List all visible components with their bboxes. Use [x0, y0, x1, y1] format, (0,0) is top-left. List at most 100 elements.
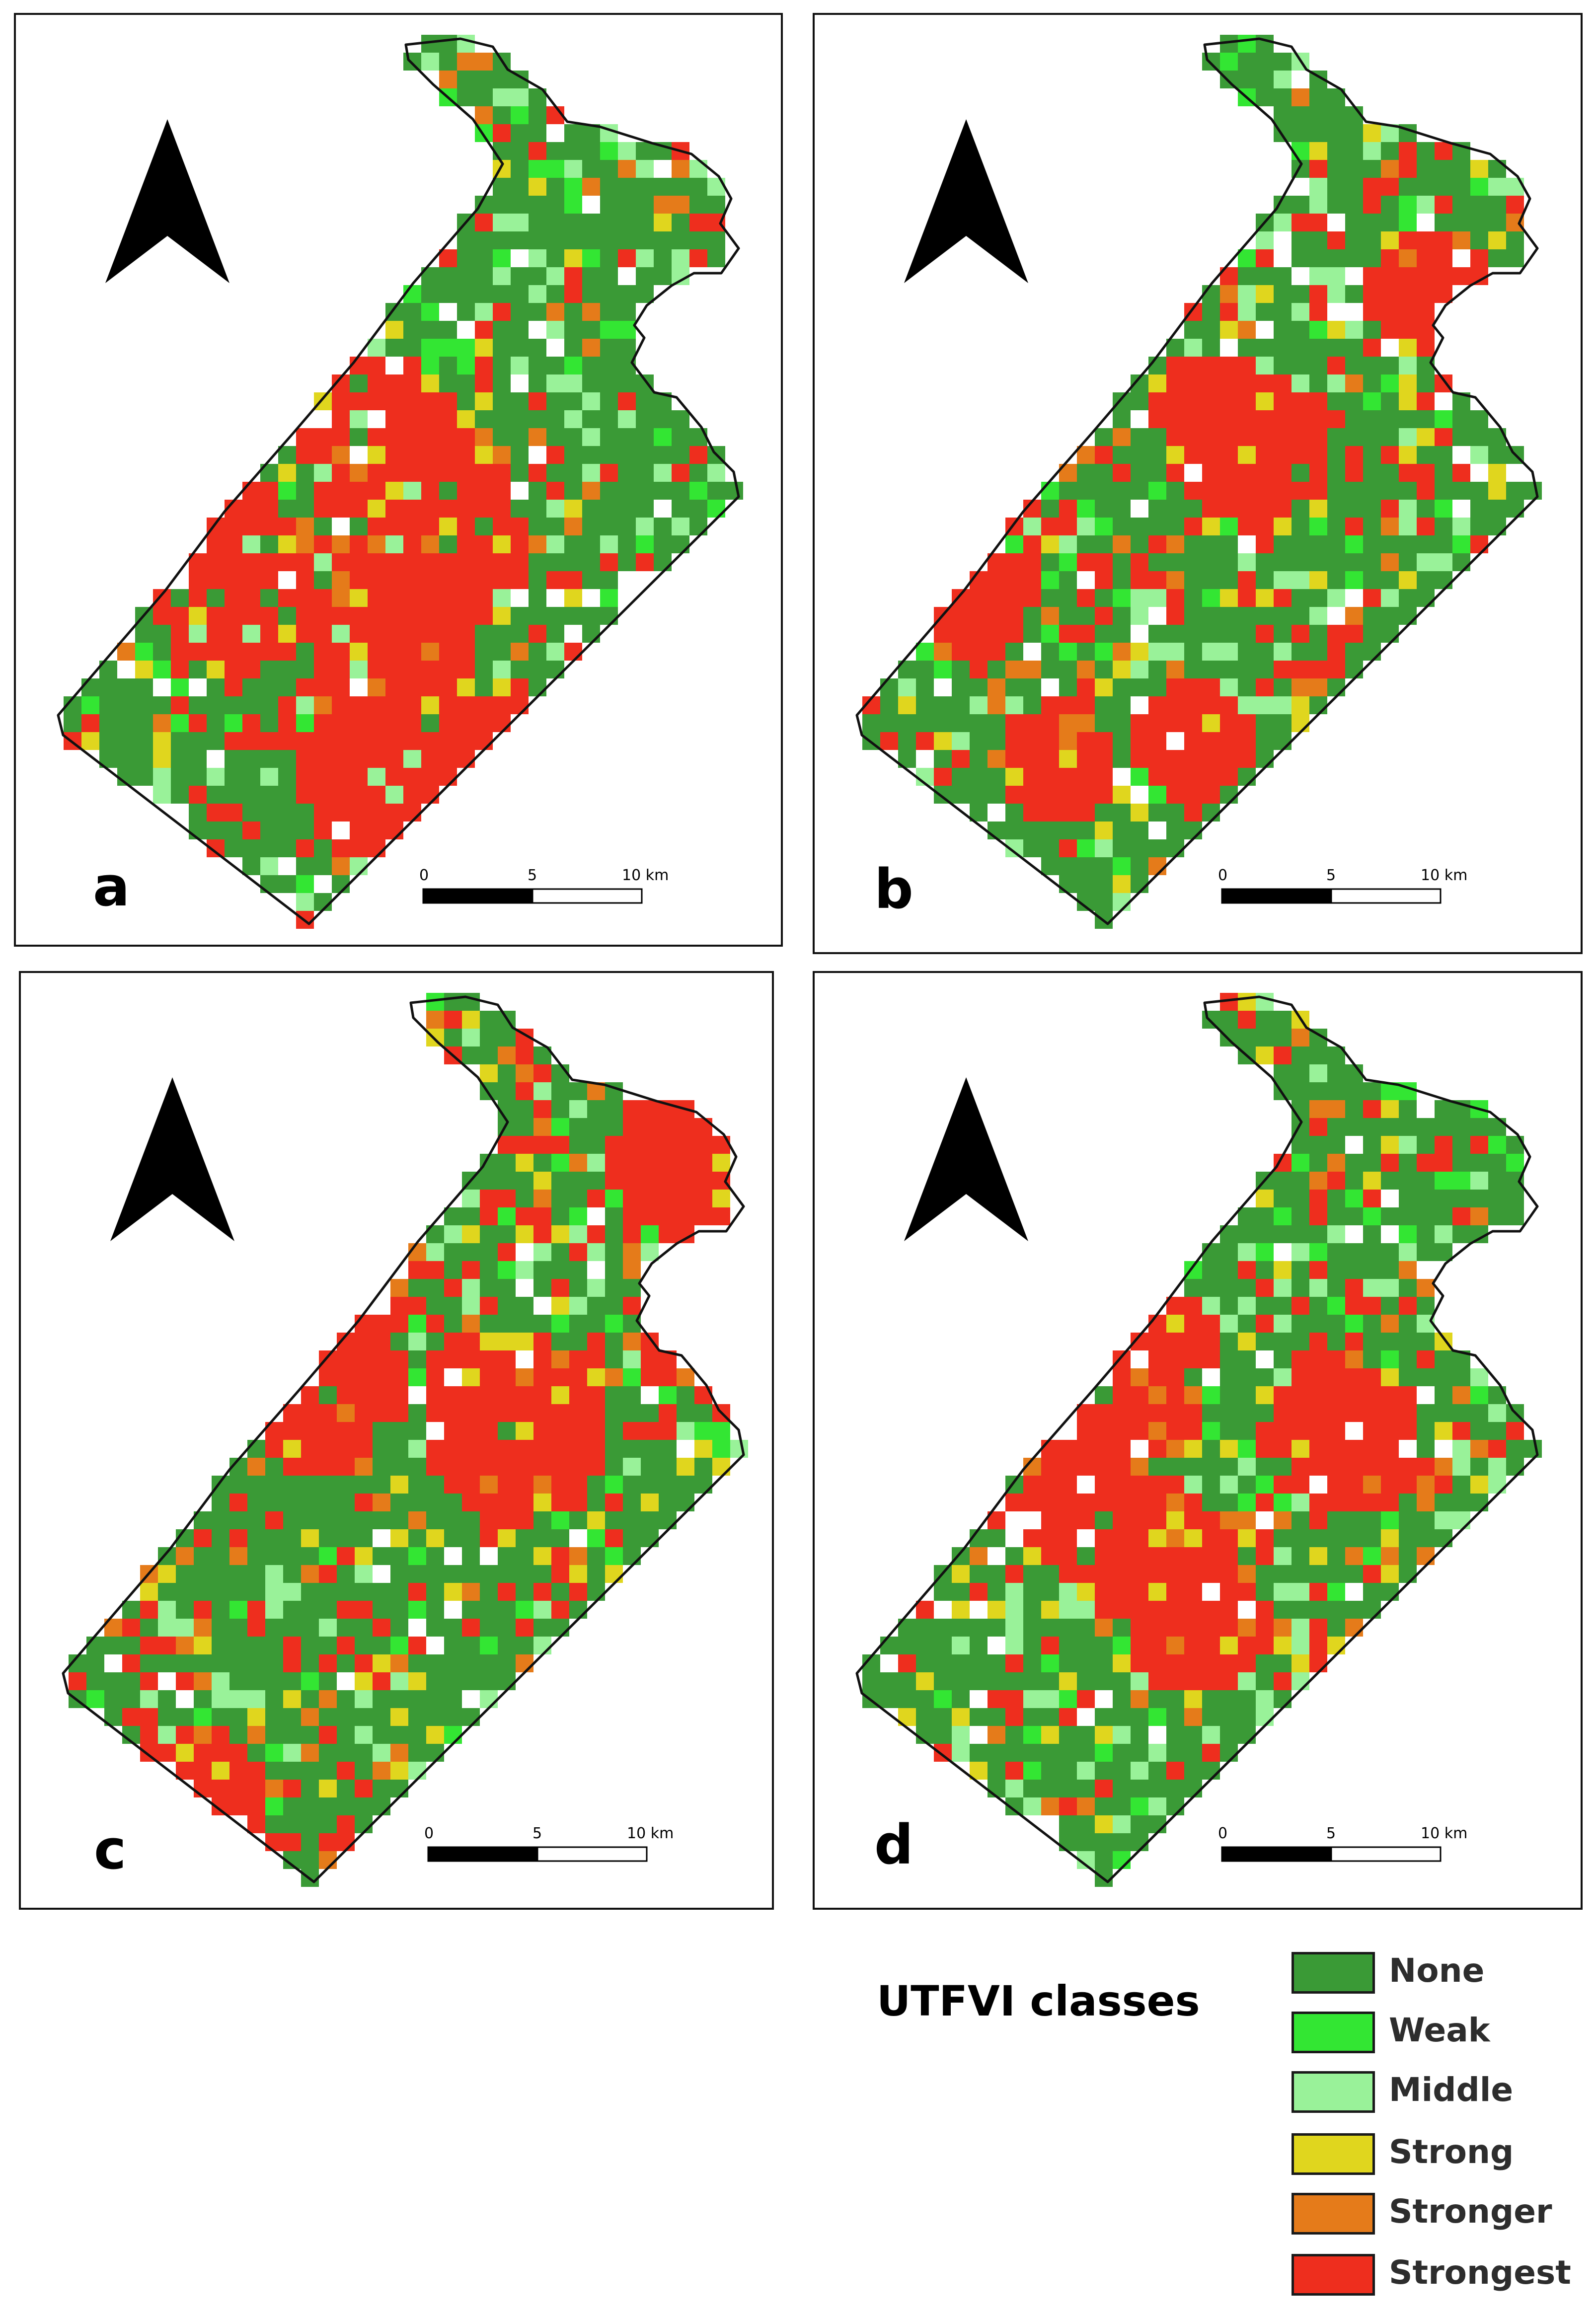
utfvi-cell — [337, 1601, 355, 1619]
utfvi-cell — [1148, 1386, 1166, 1404]
utfvi-cell — [569, 1243, 587, 1261]
utfvi-cell — [283, 1672, 301, 1690]
utfvi-cell — [265, 1672, 283, 1690]
utfvi-cell — [385, 589, 403, 607]
utfvi-cell — [1095, 589, 1113, 607]
utfvi-cell — [988, 1583, 1005, 1601]
utfvi-cell — [1220, 392, 1238, 410]
utfvi-cell — [1077, 1637, 1095, 1654]
utfvi-cell — [934, 661, 952, 678]
utfvi-cell — [1041, 1762, 1059, 1780]
utfvi-cell — [623, 1511, 641, 1529]
utfvi-cell — [1256, 1458, 1274, 1476]
utfvi-cell — [1095, 875, 1113, 893]
utfvi-cell — [623, 1225, 641, 1243]
utfvi-cell — [1166, 1511, 1184, 1529]
utfvi-cell — [403, 643, 421, 661]
utfvi-cell — [1256, 678, 1274, 696]
utfvi-cell — [533, 1333, 551, 1350]
utfvi-cell — [493, 392, 511, 410]
utfvi-cell — [278, 607, 296, 625]
utfvi-cell — [1309, 1458, 1327, 1476]
utfvi-cell — [1041, 1583, 1059, 1601]
utfvi-cell — [659, 1476, 677, 1494]
utfvi-cell — [1381, 1529, 1399, 1547]
map-panel-d: 0 5 10 km d — [813, 971, 1583, 1910]
utfvi-cell — [546, 249, 564, 267]
utfvi-cell — [1166, 553, 1184, 571]
utfvi-cell — [140, 1619, 158, 1637]
utfvi-cell — [493, 106, 511, 124]
utfvi-cell — [916, 1690, 934, 1708]
utfvi-cell — [350, 804, 368, 822]
utfvi-cell — [546, 643, 564, 661]
utfvi-cell — [314, 678, 332, 696]
utfvi-cell — [1113, 1422, 1131, 1440]
utfvi-cell — [1506, 1154, 1524, 1172]
utfvi-cell — [1220, 1333, 1238, 1350]
utfvi-cell — [1131, 1601, 1148, 1619]
utfvi-cell — [1023, 571, 1041, 589]
utfvi-cell — [1274, 267, 1292, 285]
utfvi-cell — [1113, 410, 1131, 428]
utfvi-cell — [1005, 589, 1023, 607]
utfvi-cell — [1148, 1583, 1166, 1601]
utfvi-cell — [970, 804, 988, 822]
utfvi-cell — [1148, 374, 1166, 392]
utfvi-cell — [551, 1350, 569, 1368]
utfvi-cell — [153, 714, 171, 732]
utfvi-cell — [350, 589, 368, 607]
utfvi-cell — [1417, 553, 1435, 571]
utfvi-cell — [1292, 1350, 1309, 1368]
utfvi-cell — [1274, 1011, 1292, 1029]
utfvi-cell — [444, 1637, 462, 1654]
utfvi-cell — [265, 1654, 283, 1672]
utfvi-cell — [462, 1046, 480, 1064]
utfvi-cell — [444, 1583, 462, 1601]
utfvi-cell — [1381, 553, 1399, 571]
utfvi-cell — [1256, 1440, 1274, 1458]
utfvi-cell — [242, 750, 260, 768]
utfvi-cell — [1059, 1708, 1077, 1726]
utfvi-cell — [403, 464, 421, 482]
utfvi-cell — [86, 1654, 104, 1672]
utfvi-cell — [498, 1029, 516, 1046]
utfvi-cell — [623, 1118, 641, 1136]
utfvi-cell — [1292, 1029, 1309, 1046]
utfvi-cell — [1399, 303, 1417, 321]
utfvi-cell — [582, 500, 600, 518]
utfvi-cell — [1166, 1315, 1184, 1333]
utfvi-cell — [600, 410, 618, 428]
utfvi-cell — [1220, 1601, 1238, 1619]
utfvi-cell — [368, 768, 385, 786]
utfvi-cell — [247, 1726, 265, 1744]
utfvi-cell — [1470, 1476, 1488, 1494]
utfvi-cell — [1399, 1368, 1417, 1386]
utfvi-cell — [332, 661, 350, 678]
utfvi-cell — [480, 1690, 498, 1708]
utfvi-cell — [498, 1494, 516, 1511]
utfvi-cell — [350, 374, 368, 392]
utfvi-cell — [1327, 196, 1345, 214]
utfvi-cell — [654, 535, 672, 553]
utfvi-cell — [1220, 1708, 1238, 1726]
utfvi-cell — [934, 1583, 952, 1601]
utfvi-cell — [1148, 589, 1166, 607]
utfvi-cell — [493, 482, 511, 500]
utfvi-cell — [1399, 1547, 1417, 1565]
utfvi-cell — [1256, 1583, 1274, 1601]
utfvi-cell — [1381, 1154, 1399, 1172]
utfvi-cell — [265, 1440, 283, 1458]
utfvi-cell — [970, 643, 988, 661]
utfvi-cell — [1059, 750, 1077, 768]
utfvi-cell — [1488, 1190, 1506, 1207]
utfvi-cell — [1488, 1207, 1506, 1225]
utfvi-cell — [1327, 518, 1345, 535]
utfvi-cell — [1184, 607, 1202, 625]
utfvi-cell — [260, 607, 278, 625]
utfvi-cell — [319, 1565, 337, 1583]
utfvi-cell — [636, 392, 654, 410]
utfvi-cell — [636, 446, 654, 464]
utfvi-cell — [1131, 589, 1148, 607]
utfvi-cell — [1095, 857, 1113, 875]
